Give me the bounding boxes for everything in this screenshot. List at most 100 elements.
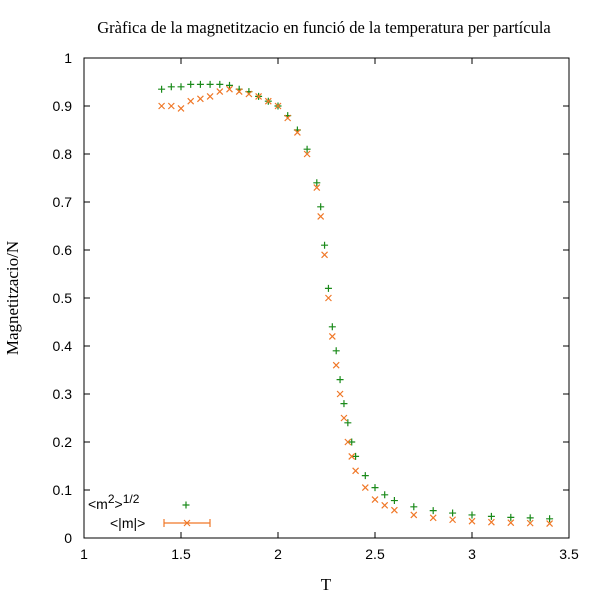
data-point-sqrt-m2 xyxy=(317,203,325,211)
data-point-abs-m xyxy=(336,390,344,398)
data-point-abs-m xyxy=(284,114,292,122)
data-point-sqrt-m2 xyxy=(167,83,175,91)
data-point-abs-m xyxy=(158,102,166,110)
data-point-abs-m xyxy=(526,519,534,527)
data-point-sqrt-m2 xyxy=(226,81,233,89)
data-point-sqrt-m2 xyxy=(487,512,495,520)
y-tick-label: 0.6 xyxy=(53,242,73,258)
y-tick-label: 0 xyxy=(64,530,72,546)
chart-title: Gràfica de la magnetitzacio en funció de… xyxy=(97,18,551,37)
legend-marker-cross xyxy=(183,519,191,527)
data-point-sqrt-m2 xyxy=(429,507,437,515)
data-point-abs-m xyxy=(177,104,185,112)
data-point-sqrt-m2 xyxy=(158,85,166,93)
data-point-sqrt-m2 xyxy=(321,241,329,249)
series-abs-m xyxy=(158,85,554,528)
data-point-sqrt-m2 xyxy=(196,80,204,88)
data-point-sqrt-m2 xyxy=(187,80,195,88)
data-point-sqrt-m2 xyxy=(324,284,332,292)
data-point-sqrt-m2 xyxy=(216,80,224,88)
data-point-abs-m xyxy=(167,102,175,110)
data-point-abs-m xyxy=(293,128,301,136)
data-point-abs-m xyxy=(206,92,214,100)
data-point-sqrt-m2 xyxy=(361,472,369,480)
data-point-abs-m xyxy=(348,452,356,460)
legend-label-sqrt-m2: <m2>1/2 xyxy=(88,492,140,512)
data-point-sqrt-m2 xyxy=(371,484,379,492)
data-point-sqrt-m2 xyxy=(352,452,360,460)
data-point-abs-m xyxy=(340,414,348,422)
legend-marker-plus xyxy=(182,501,190,509)
data-point-abs-m xyxy=(361,484,369,492)
x-tick-labels: 1 1.5 2 2.5 3 3.5 xyxy=(80,546,579,562)
plot-border xyxy=(83,57,570,539)
data-point-sqrt-m2 xyxy=(303,145,311,153)
data-point-sqrt-m2 xyxy=(410,503,418,511)
data-point-abs-m xyxy=(245,90,253,98)
data-point-abs-m xyxy=(317,212,325,220)
y-tick-label: 0.4 xyxy=(53,338,73,354)
legend-label-sqrt-m2-base: <m xyxy=(88,496,108,512)
data-point-abs-m xyxy=(313,184,321,192)
data-point-abs-m xyxy=(274,102,282,110)
y-tick-labels: 0 0.1 0.2 0.3 0.4 0.5 0.6 0.7 0.8 0.9 1 xyxy=(53,50,73,546)
data-point-sqrt-m2 xyxy=(344,419,352,427)
data-point-sqrt-m2 xyxy=(449,509,457,517)
x-tick-label: 1 xyxy=(80,546,88,562)
data-point-abs-m xyxy=(410,511,418,519)
data-point-abs-m xyxy=(226,85,233,93)
data-point-abs-m xyxy=(216,88,224,96)
data-point-abs-m xyxy=(235,88,243,96)
data-point-abs-m xyxy=(332,361,340,369)
y-tick-label: 0.7 xyxy=(53,194,73,210)
data-point-abs-m xyxy=(196,95,204,103)
y-tick-label: 1 xyxy=(64,50,72,66)
data-point-abs-m xyxy=(255,92,263,100)
x-tick-label: 2.5 xyxy=(365,546,385,562)
data-point-abs-m xyxy=(487,518,495,526)
data-point-sqrt-m2 xyxy=(381,491,389,499)
data-point-sqrt-m2 xyxy=(546,515,554,523)
x-tick-label: 2 xyxy=(274,546,282,562)
data-point-sqrt-m2 xyxy=(526,514,534,522)
x-tick-label: 3.5 xyxy=(559,546,579,562)
data-point-abs-m xyxy=(449,516,457,524)
x-tick-label: 1.5 xyxy=(171,546,191,562)
y-tick-label: 0.2 xyxy=(53,434,73,450)
legend-label-sqrt-m2-sup1: 2 xyxy=(108,492,115,506)
data-point-abs-m xyxy=(352,467,360,475)
data-point-abs-m xyxy=(429,514,437,522)
data-point-sqrt-m2 xyxy=(313,179,321,187)
data-point-abs-m xyxy=(264,97,272,105)
data-point-abs-m xyxy=(303,150,311,158)
data-point-abs-m xyxy=(371,496,379,504)
data-point-abs-m xyxy=(328,332,336,340)
data-point-abs-m xyxy=(546,520,554,528)
y-tick-label: 0.9 xyxy=(53,98,73,114)
legend-marker-sqrt-m2 xyxy=(182,501,190,509)
axis-ticks xyxy=(83,57,570,539)
legend-label-sqrt-m2-mid: > xyxy=(115,496,123,512)
data-point-abs-m xyxy=(325,294,332,302)
data-point-abs-m xyxy=(344,438,352,446)
data-point-abs-m xyxy=(381,501,389,509)
data-point-sqrt-m2 xyxy=(206,80,214,88)
legend-label-sqrt-m2-sup2: 1/2 xyxy=(123,492,140,506)
data-point-sqrt-m2 xyxy=(507,513,515,521)
data-point-sqrt-m2 xyxy=(177,83,185,91)
y-tick-label: 0.3 xyxy=(53,386,73,402)
data-point-abs-m xyxy=(187,97,195,105)
y-tick-label: 0.1 xyxy=(53,482,73,498)
data-point-sqrt-m2 xyxy=(332,347,340,355)
data-point-sqrt-m2 xyxy=(336,376,344,384)
data-point-sqrt-m2 xyxy=(348,438,356,446)
y-tick-label: 0.5 xyxy=(53,290,73,306)
data-point-abs-m xyxy=(390,506,398,514)
y-axis-label: Magnetitzacio/N xyxy=(3,241,22,355)
data-point-sqrt-m2 xyxy=(390,497,398,505)
legend-marker-abs-m xyxy=(163,519,211,527)
data-point-sqrt-m2 xyxy=(340,400,348,408)
x-tick-label: 3 xyxy=(468,546,476,562)
y-tick-label: 0.8 xyxy=(53,146,73,162)
